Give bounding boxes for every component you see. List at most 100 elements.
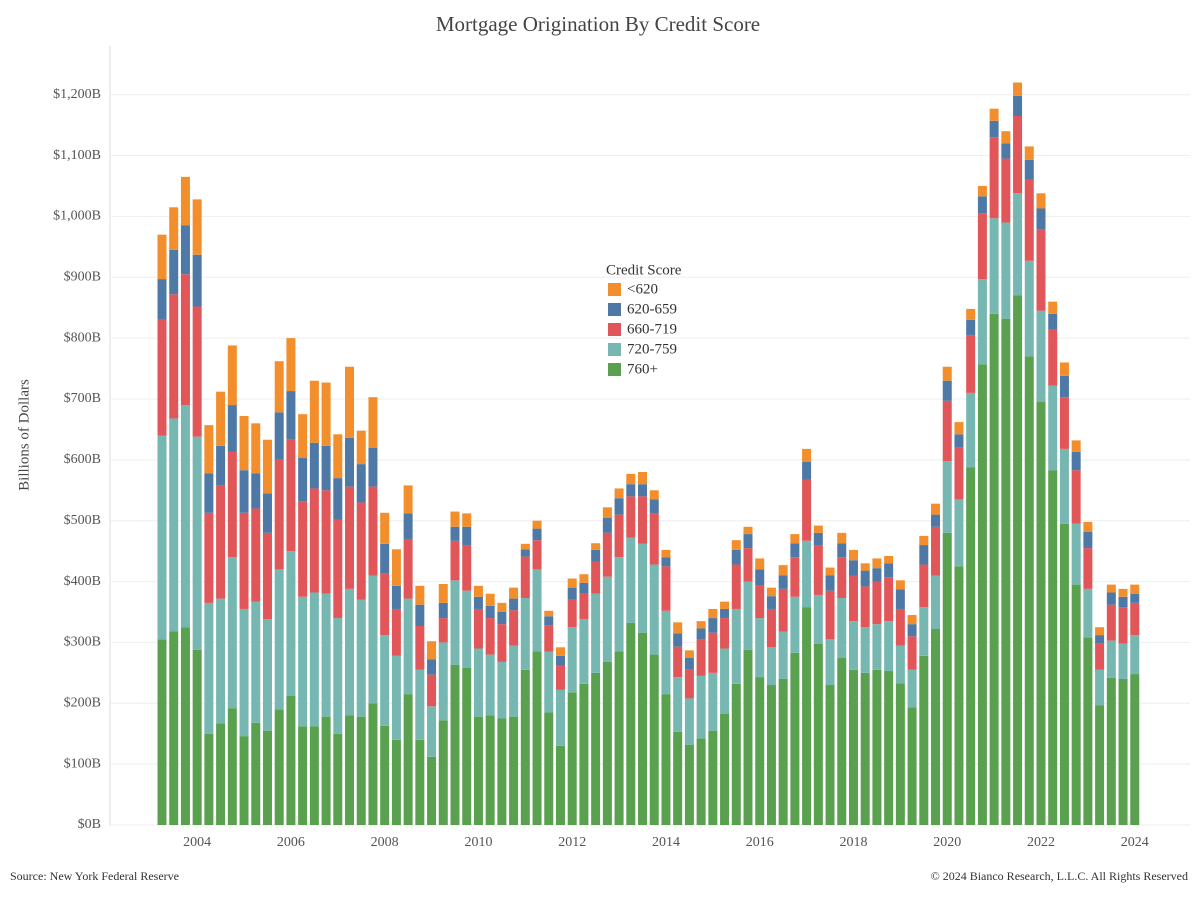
bar-segment [895, 580, 905, 590]
bar-segment [942, 461, 952, 533]
bar-segment [649, 490, 659, 500]
bar-segment [1083, 548, 1093, 589]
bar-segment [227, 451, 237, 558]
bar-segment [555, 689, 565, 746]
bar-segment [356, 716, 366, 825]
legend-label: 620-659 [627, 301, 677, 317]
bar-segment [731, 564, 741, 609]
bar-segment [309, 592, 319, 727]
y-tick-label: $0B [78, 817, 101, 832]
bar-segment [661, 566, 671, 611]
x-tick-label: 2016 [746, 835, 774, 850]
bar-segment [872, 568, 882, 582]
bar-segment [602, 661, 612, 825]
bar-segment [848, 549, 858, 561]
bar-segment [309, 380, 319, 443]
bar-segment [860, 672, 870, 825]
bar-segment [1083, 521, 1093, 532]
bar-segment [1083, 637, 1093, 825]
bar-segment [169, 249, 179, 295]
bar-segment [966, 319, 976, 336]
bar-segment [766, 647, 776, 686]
bar-segment [239, 608, 249, 737]
bar-segment [1095, 669, 1105, 706]
bar-segment [391, 608, 401, 656]
bar-segment [931, 514, 941, 527]
bar-segment [192, 436, 202, 650]
bar-segment [673, 677, 683, 732]
bar-segment [673, 646, 683, 678]
bar-segment [473, 596, 483, 609]
bar-segment [673, 633, 683, 647]
bar-segment [251, 601, 261, 723]
bar-segment [509, 716, 519, 825]
bar-segment [157, 639, 167, 825]
bar-segment [485, 618, 495, 655]
bar-segment [403, 694, 413, 825]
bar-segment [321, 382, 331, 446]
bar-segment [942, 380, 952, 401]
bar-segment [345, 588, 355, 716]
bar-segment [790, 534, 800, 544]
bar-segment [720, 601, 730, 609]
bar-segment [661, 557, 671, 567]
bar-segment [872, 624, 882, 670]
bar-segment [1118, 607, 1128, 644]
bar-segment [872, 669, 882, 825]
bar-segment [591, 561, 601, 594]
bar-segment [333, 519, 343, 619]
bar-segment [907, 669, 917, 708]
bar-segment [837, 657, 847, 825]
bar-segment [1118, 643, 1128, 679]
bar-segment [778, 565, 788, 576]
bar-segment [1013, 115, 1023, 194]
bar-segment [227, 405, 237, 452]
bar-segment [708, 730, 718, 825]
bar-segment [415, 585, 425, 605]
bar-segment [919, 564, 929, 608]
bar-segment [321, 716, 331, 825]
bar-segment [989, 120, 999, 138]
bar-segment [532, 651, 542, 825]
bar-segment [790, 596, 800, 653]
bar-segment [989, 218, 999, 314]
bar-segment [204, 733, 214, 825]
bar-segment [251, 722, 261, 825]
bar-segment [450, 580, 460, 665]
bar-segment [848, 560, 858, 576]
bar-segment [204, 602, 214, 734]
bar-segment [1106, 584, 1116, 593]
bar-segment [567, 578, 577, 588]
bar-segment [345, 715, 355, 825]
bar-segment [895, 683, 905, 825]
bar-segment [262, 619, 272, 731]
y-tick-label: $1,100B [53, 148, 101, 163]
bar-segment [755, 569, 765, 586]
bar-segment [626, 537, 636, 623]
bar-segment [884, 577, 894, 622]
y-axis-title: Billions of Dollars [16, 379, 32, 491]
bar-segment [884, 621, 894, 672]
bar-segment [438, 720, 448, 825]
bar-segment [380, 512, 390, 544]
bar-segment [802, 607, 812, 825]
bar-segment [1024, 159, 1034, 180]
bar-segment [204, 512, 214, 603]
bar-segment [509, 587, 519, 599]
bar-segment [567, 692, 577, 825]
bar-segment [157, 279, 167, 320]
bar-segment [1095, 705, 1105, 825]
bar-segment [848, 621, 858, 670]
bar-segment [1059, 523, 1069, 825]
bar-segment [1095, 627, 1105, 636]
bar-segment [450, 511, 460, 527]
bar-segment [626, 496, 636, 538]
bar-segment [567, 587, 577, 600]
bar-segment [813, 594, 823, 644]
bar-segment [567, 627, 577, 693]
x-tick-label: 2024 [1121, 835, 1149, 850]
bar-segment [895, 608, 905, 646]
bar-segment [473, 648, 483, 717]
bar-segment [579, 683, 589, 825]
bar-segment [497, 718, 507, 825]
